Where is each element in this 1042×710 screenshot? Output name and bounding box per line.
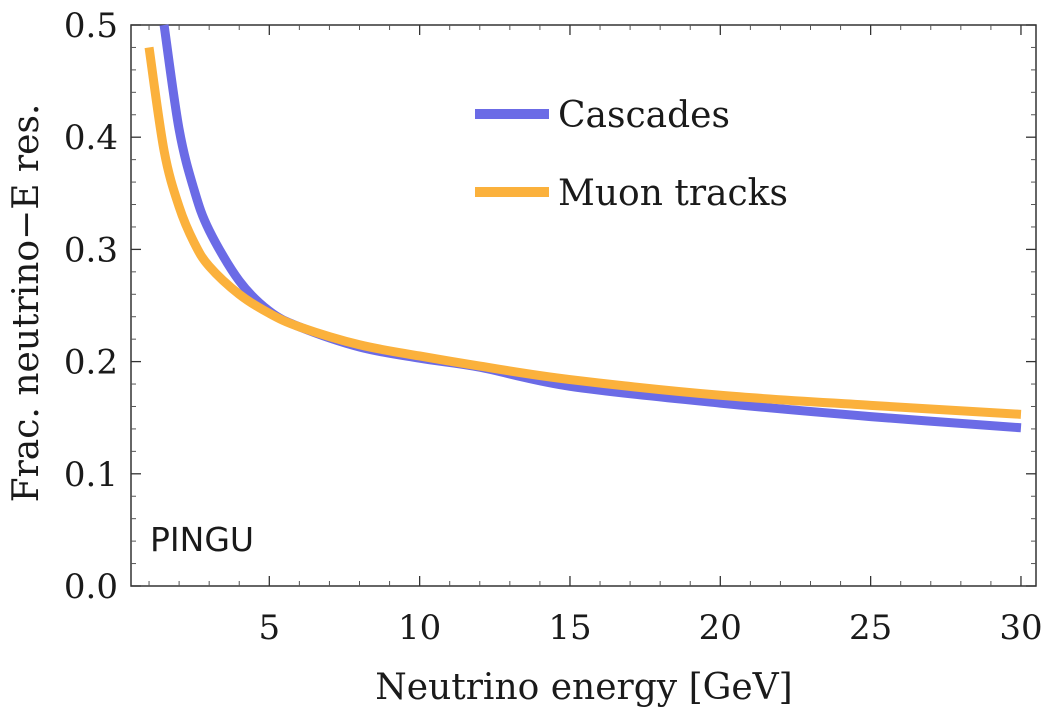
y-tick-label: 0.4 [64,118,118,158]
detector-annotation: PINGU [150,520,254,559]
y-tick-label: 0.1 [64,455,118,495]
y-tick-label: 0.3 [64,230,118,270]
y-axis-title: Frac. neutrino−E res. [6,104,47,503]
legend: Cascades Muon tracks [475,95,788,214]
legend-label-muon-tracks: Muon tracks [558,173,788,214]
series-lines [144,24,1022,433]
minor-ticks [131,25,1036,586]
y-tick-labels: 0.0 0.1 0.2 0.3 0.4 0.5 [64,6,118,607]
major-ticks [131,24,1036,587]
plot-area [130,24,1037,587]
y-tick-label: 0.0 [64,567,118,607]
legend-label-cascades: Cascades [558,95,730,136]
y-tick-label: 0.5 [64,6,118,46]
x-tick-label: 10 [398,608,441,648]
x-tick-label: 20 [699,608,742,648]
y-tick-label: 0.2 [64,343,118,383]
x-tick-labels: 5 10 15 20 25 30 [258,608,1042,648]
x-tick-label: 25 [849,608,892,648]
x-tick-label: 30 [999,608,1042,648]
x-axis-title: Neutrino energy [GeV] [375,667,792,708]
x-tick-label: 15 [548,608,591,648]
series-line-muon-tracks [144,46,1022,419]
x-tick-label: 5 [258,608,280,648]
